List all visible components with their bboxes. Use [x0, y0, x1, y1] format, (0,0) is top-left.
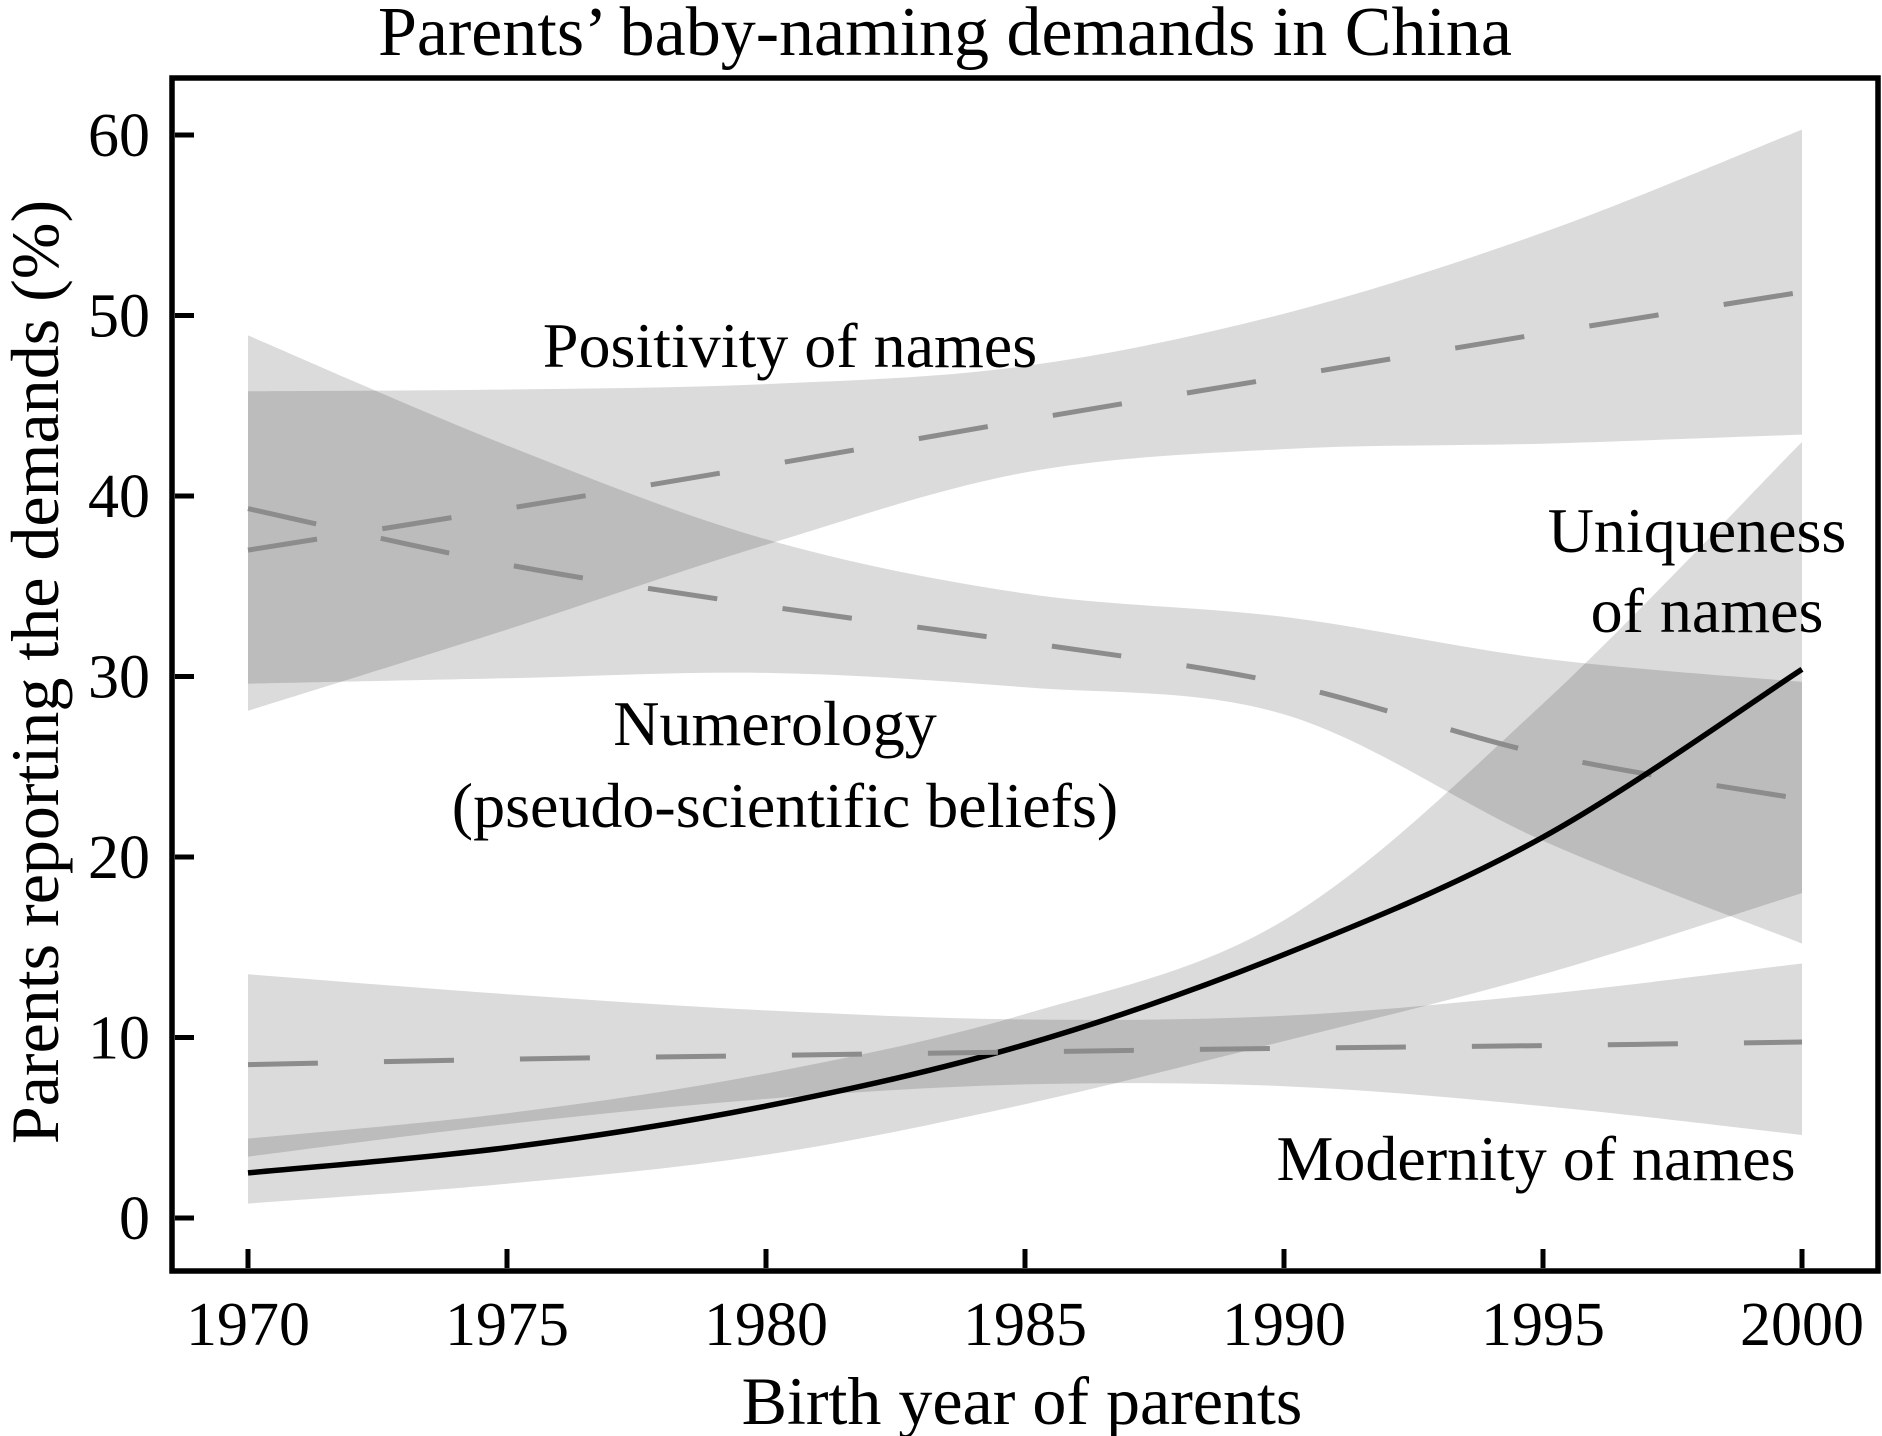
- series-label-modernity: Modernity of names: [1277, 1123, 1796, 1194]
- y-tick-label: 0: [119, 1185, 150, 1253]
- x-tick-label: 1990: [1222, 1291, 1346, 1359]
- band-numerology-pseudo-scientific-beliefs-: [248, 335, 1802, 944]
- trend-lines: [247, 289, 1804, 1176]
- x-tick-label: 2000: [1740, 1291, 1864, 1359]
- x-tick-label: 1975: [445, 1291, 569, 1359]
- confidence-bands: [248, 129, 1802, 1204]
- band-uniqueness-of-names: [248, 441, 1802, 1204]
- plot-border: [169, 75, 1881, 1274]
- series-label-numerology-line2: (pseudo-scientific beliefs): [452, 770, 1118, 841]
- x-tick-label: 1980: [704, 1291, 828, 1359]
- x-tick-label: 1985: [963, 1291, 1087, 1359]
- axes: 1970 1975 1980 1985 1990 1995 2000 0 10 20 30 40 50 6…: [88, 75, 1881, 1359]
- y-tick-label: 40: [88, 463, 150, 531]
- y-axis-title: Parents reporting the demands (%): [0, 200, 73, 1144]
- x-tick-label: 1970: [186, 1291, 310, 1359]
- y-tick-label: 30: [88, 644, 150, 712]
- band-modernity-of-names: [248, 963, 1802, 1157]
- y-tick-label: 60: [88, 102, 150, 170]
- band-positivity-of-names: [248, 129, 1802, 711]
- y-tick-label: 50: [88, 283, 150, 351]
- series-label-numerology-line1: Numerology: [613, 688, 937, 759]
- chart-title: Parents’ baby-naming demands in China: [378, 0, 1512, 71]
- series-label-uniqueness-line1: Uniqueness: [1548, 495, 1847, 566]
- x-tick-label: 1995: [1481, 1291, 1605, 1359]
- series-label-uniqueness-line2: of names: [1591, 575, 1824, 646]
- x-axis-title: Birth year of parents: [742, 1363, 1303, 1436]
- series-label-positivity: Positivity of names: [543, 310, 1037, 381]
- y-tick-label: 10: [88, 1005, 150, 1073]
- line-uniqueness-of-names: [247, 666, 1804, 1176]
- y-tick-label: 20: [88, 824, 150, 892]
